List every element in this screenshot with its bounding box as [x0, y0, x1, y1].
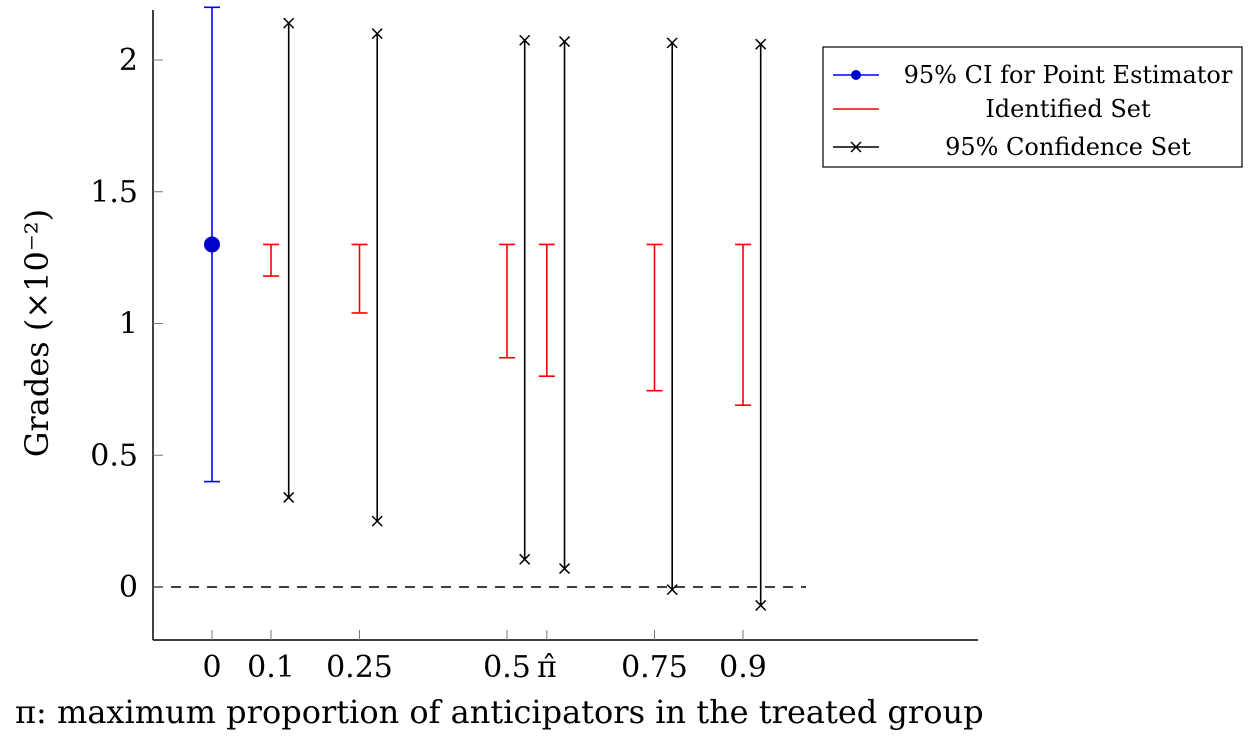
confidence-set-bottom-mark [666, 584, 678, 596]
y-tick-label: 0 [119, 570, 138, 605]
legend: 95% CI for Point Estimator Identified Set… [822, 46, 1243, 168]
confidence-set-bottom-mark [558, 563, 571, 575]
confidence-set-bar [283, 17, 295, 503]
confidence-set-bar [371, 28, 383, 527]
legend-label: 95% CI for Point Estimator [904, 61, 1233, 89]
x-tick-label: 0.1 [247, 650, 295, 685]
confidence-set-bottom-mark [371, 515, 383, 527]
legend-box [822, 46, 1243, 168]
confidence-set-top-mark [755, 38, 767, 50]
y-tick-label: 1.5 [90, 175, 138, 210]
cross-stroke [558, 36, 571, 48]
x-tick-label: 0.9 [719, 650, 767, 685]
legend-entry: 95% Confidence Set [833, 133, 1191, 161]
legend-entry: Identified Set [833, 95, 1151, 123]
y-tick-label: 0.5 [90, 438, 138, 473]
x-tick-label: 0 [202, 650, 221, 685]
legend-label: Identified Set [985, 95, 1151, 123]
cross-stroke [666, 37, 678, 49]
identified-set-bar [735, 243, 751, 406]
confidence-set-bottom-mark [755, 599, 767, 611]
y-tick-label: 2 [119, 43, 138, 78]
cross-stroke [371, 515, 383, 527]
cross-stroke [666, 584, 678, 596]
confidence-set-bottom-mark [519, 553, 531, 565]
confidence-set-top-mark [558, 36, 571, 48]
confidence-set-bar [558, 36, 571, 575]
confidence-set-bar [519, 34, 531, 565]
cross-stroke [519, 34, 531, 46]
legend-swatch-dot [851, 70, 861, 80]
cross-stroke [371, 28, 383, 40]
confidence-set-bar [666, 37, 678, 596]
x-tick-label: π̂ [537, 650, 557, 685]
x-tick-label: 0.5 [483, 650, 531, 685]
identified-set-bar [538, 243, 555, 378]
cross-stroke [283, 491, 295, 503]
data-marks [204, 6, 767, 611]
legend-swatch-cross [850, 141, 862, 153]
x-tick-label: 0.25 [326, 650, 393, 685]
point-estimator-ci [204, 6, 220, 483]
identified-set-bar [499, 243, 515, 359]
cross-stroke [850, 141, 862, 153]
point-estimate-dot [204, 236, 220, 253]
x-tick-label: 0.75 [621, 650, 688, 685]
cross-stroke [519, 553, 531, 565]
confidence-set-top-mark [371, 28, 383, 40]
identified-set-bar [351, 243, 368, 314]
identified-set-bar [263, 243, 279, 277]
legend-label: 95% Confidence Set [945, 133, 1191, 161]
cross-stroke [755, 38, 767, 50]
cross-stroke [755, 599, 767, 611]
y-axis-title: Grades (×10⁻²) [18, 209, 56, 457]
confidence-set-top-mark [283, 17, 295, 29]
x-axis-title: π: maximum proportion of anticipators in… [15, 693, 984, 731]
identified-set-bar [646, 243, 663, 392]
cross-stroke [558, 563, 571, 575]
cross-stroke [283, 17, 295, 29]
legend-entry: 95% CI for Point Estimator [833, 61, 1233, 89]
confidence-set-top-mark [666, 37, 678, 49]
y-tick-label: 1 [119, 307, 138, 342]
confidence-set-top-mark [519, 34, 531, 46]
confidence-set-bottom-mark [283, 491, 295, 503]
ticks: 00.511.520 0.1 0.25 0.5 π̂ 0.75 0.9 [90, 43, 767, 685]
axes [152, 10, 978, 641]
confidence-set-bar [755, 38, 767, 611]
